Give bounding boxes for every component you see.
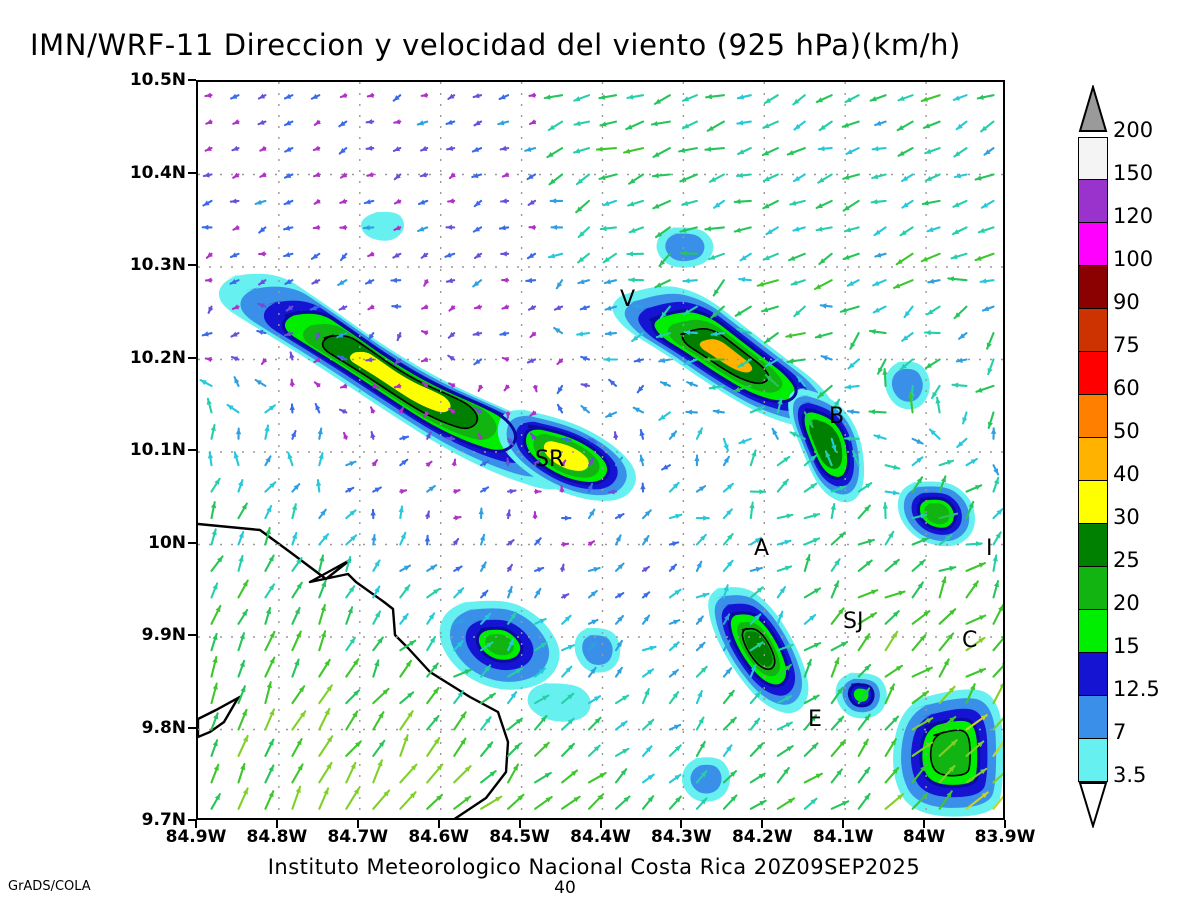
y-axis-label: 9.9N: [141, 625, 186, 645]
colorbar-tick-label: 150: [1113, 161, 1154, 185]
colorbar-tick-label: 50: [1113, 419, 1140, 443]
y-axis-label: 9.7N: [141, 810, 186, 830]
x-axis-label: 84.4W: [570, 827, 631, 847]
colorbar-tick-label: 100: [1113, 247, 1154, 271]
x-axis-tick: [842, 820, 845, 828]
x-axis-label: 84.9W: [165, 827, 227, 847]
colorbar: [1078, 83, 1108, 832]
colorbar-segment: [1078, 223, 1108, 266]
x-axis-tick: [275, 820, 278, 828]
x-axis-tick: [599, 820, 602, 828]
colorbar-tick-label: 30: [1113, 505, 1140, 529]
y-axis-tick: [188, 356, 196, 359]
colorbar-segment: [1078, 524, 1108, 567]
x-axis-tick: [923, 820, 926, 828]
colorbar-tick-label: 200: [1113, 118, 1154, 142]
colorbar-segment: [1078, 610, 1108, 653]
colorbar-tick-label: 7: [1113, 720, 1127, 744]
plot-canvas: [198, 82, 1003, 818]
colorbar-segment: [1078, 696, 1108, 739]
footer-page-number: 40: [554, 878, 576, 898]
y-axis-tick: [188, 541, 196, 544]
page-title: IMN/WRF-11 Direccion y velocidad del vie…: [30, 28, 961, 62]
y-axis-tick: [188, 264, 196, 266]
colorbar-tick-label: 120: [1113, 204, 1154, 228]
colorbar-tick-label: 90: [1113, 290, 1140, 314]
colorbar-segment: [1078, 352, 1108, 395]
x-axis-tick: [680, 820, 683, 828]
colorbar-segment: [1078, 180, 1108, 223]
y-axis-tick: [188, 449, 196, 451]
x-axis-label: 84.6W: [408, 827, 470, 847]
colorbar-segment: [1078, 567, 1108, 610]
footer-institution: Instituto Meteorologico Nacional Costa R…: [267, 855, 921, 879]
x-axis-tick: [195, 820, 197, 828]
colorbar-tick-label: 3.5: [1113, 763, 1147, 787]
x-axis-label: 84.8W: [246, 827, 308, 847]
x-axis-label: 84.2W: [731, 827, 793, 847]
colorbar-tick-label: 12.5: [1113, 677, 1160, 701]
y-axis-label: 10N: [148, 532, 186, 553]
colorbar-segments: [1078, 137, 1108, 782]
y-axis-label: 9.8N: [141, 717, 186, 738]
y-axis-label: 10.5N: [129, 70, 186, 90]
colorbar-segment: [1078, 481, 1108, 524]
colorbar-segment: [1078, 438, 1108, 481]
wind-vector-field: [199, 92, 1003, 810]
y-axis-tick: [188, 634, 196, 636]
colorbar-top-arrow: [1078, 83, 1108, 132]
colorbar-segment: [1078, 653, 1108, 696]
colorbar-segment: [1078, 739, 1108, 782]
footer-grads-credit: GrADS/COLA: [8, 879, 91, 894]
x-axis-tick: [1004, 820, 1006, 828]
x-axis-tick: [356, 820, 359, 828]
x-axis-tick: [761, 820, 764, 828]
lat-lon-gridlines: [198, 82, 1003, 818]
colorbar-segment: [1078, 395, 1108, 438]
colorbar-tick-label: 15: [1113, 634, 1140, 658]
x-axis-label: 84.3W: [651, 827, 712, 847]
y-axis-tick: [188, 726, 196, 729]
colorbar-segment: [1078, 266, 1108, 309]
colorbar-tick-label: 60: [1113, 376, 1140, 400]
x-axis-tick: [437, 820, 440, 828]
x-axis-label: 84.1W: [812, 827, 874, 847]
y-axis-label: 10.3N: [129, 255, 186, 275]
colorbar-tick-label: 20: [1113, 591, 1140, 615]
colorbar-bottom-arrow: [1078, 782, 1108, 830]
x-axis-label: 84.7W: [327, 827, 389, 847]
y-axis-label: 10.4N: [129, 162, 186, 183]
colorbar-tick-label: 25: [1113, 548, 1140, 572]
x-axis-tick: [518, 820, 521, 828]
colorbar-tick-label: 40: [1113, 462, 1140, 486]
map-plot-area[interactable]: [196, 80, 1005, 820]
y-axis-tick: [188, 819, 196, 821]
x-axis-label: 84.5W: [489, 827, 550, 847]
colorbar-tick-label: 75: [1113, 333, 1140, 357]
y-axis-tick: [188, 79, 196, 81]
y-axis-tick: [188, 171, 196, 174]
y-axis-label: 10.1N: [129, 440, 186, 460]
x-axis-label: 83.9W: [974, 827, 1036, 847]
x-axis-label: 84W: [902, 827, 946, 847]
colorbar-segment: [1078, 309, 1108, 352]
colorbar-segment: [1078, 137, 1108, 180]
y-axis-label: 10.2N: [129, 347, 186, 368]
